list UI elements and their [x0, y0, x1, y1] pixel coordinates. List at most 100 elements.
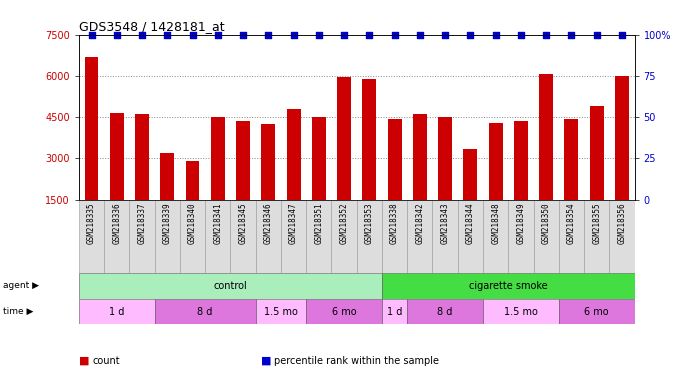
- Bar: [382, 273, 635, 299]
- Point: [490, 31, 501, 38]
- Point: [339, 31, 350, 38]
- Text: GSM218349: GSM218349: [517, 202, 525, 243]
- Text: GSM218342: GSM218342: [415, 202, 425, 243]
- Text: 6 mo: 6 mo: [332, 307, 357, 317]
- Bar: [161, 153, 174, 200]
- Bar: [84, 56, 99, 200]
- Bar: [110, 113, 123, 200]
- Text: agent ▶: agent ▶: [3, 281, 39, 290]
- Bar: [130, 200, 154, 273]
- Text: 6 mo: 6 mo: [584, 307, 609, 317]
- Text: 8 d: 8 d: [438, 307, 453, 317]
- Text: GSM218351: GSM218351: [314, 202, 323, 243]
- Text: GSM218340: GSM218340: [188, 202, 197, 243]
- Bar: [154, 299, 256, 324]
- Point: [187, 31, 198, 38]
- Bar: [438, 117, 452, 200]
- Bar: [534, 200, 559, 273]
- Bar: [584, 200, 609, 273]
- Point: [465, 31, 476, 38]
- Bar: [407, 200, 432, 273]
- Text: cigarette smoke: cigarette smoke: [469, 281, 547, 291]
- Bar: [287, 109, 300, 200]
- Bar: [388, 119, 401, 200]
- Text: 1.5 mo: 1.5 mo: [264, 307, 298, 317]
- Point: [414, 31, 425, 38]
- Point: [617, 31, 628, 38]
- Text: ■: ■: [261, 356, 271, 366]
- Text: GSM218339: GSM218339: [163, 202, 172, 243]
- Text: ■: ■: [79, 356, 89, 366]
- Text: 1 d: 1 d: [387, 307, 402, 317]
- Bar: [464, 149, 477, 200]
- Point: [288, 31, 299, 38]
- Bar: [407, 299, 483, 324]
- Bar: [186, 161, 200, 200]
- Bar: [565, 119, 578, 200]
- Text: GSM218338: GSM218338: [390, 202, 399, 243]
- Bar: [180, 200, 205, 273]
- Text: count: count: [93, 356, 120, 366]
- Bar: [615, 76, 629, 200]
- Text: GSM218350: GSM218350: [542, 202, 551, 243]
- Point: [162, 31, 173, 38]
- Text: GSM218336: GSM218336: [113, 202, 121, 243]
- Bar: [382, 200, 407, 273]
- Text: time ▶: time ▶: [3, 307, 34, 316]
- Bar: [514, 121, 528, 200]
- Bar: [559, 299, 635, 324]
- Bar: [458, 200, 483, 273]
- Text: GSM218347: GSM218347: [289, 202, 298, 243]
- Bar: [256, 200, 281, 273]
- Bar: [609, 200, 635, 273]
- Text: GSM218356: GSM218356: [617, 202, 626, 243]
- Bar: [104, 200, 130, 273]
- Bar: [230, 200, 256, 273]
- Bar: [312, 117, 326, 200]
- Bar: [362, 79, 377, 200]
- Bar: [337, 77, 351, 200]
- Bar: [135, 114, 149, 200]
- Point: [440, 31, 451, 38]
- Text: GDS3548 / 1428181_at: GDS3548 / 1428181_at: [79, 20, 224, 33]
- Bar: [261, 124, 275, 200]
- Point: [541, 31, 552, 38]
- Bar: [559, 200, 584, 273]
- Text: 8 d: 8 d: [198, 307, 213, 317]
- Text: control: control: [213, 281, 248, 291]
- Bar: [382, 299, 407, 324]
- Bar: [79, 299, 154, 324]
- Bar: [483, 200, 508, 273]
- Bar: [539, 74, 553, 200]
- Bar: [154, 200, 180, 273]
- Bar: [331, 200, 357, 273]
- Text: percentile rank within the sample: percentile rank within the sample: [274, 356, 440, 366]
- Text: GSM218348: GSM218348: [491, 202, 500, 243]
- Point: [591, 31, 602, 38]
- Text: GSM218345: GSM218345: [239, 202, 248, 243]
- Point: [213, 31, 224, 38]
- Point: [364, 31, 375, 38]
- Text: GSM218354: GSM218354: [567, 202, 576, 243]
- Text: GSM218337: GSM218337: [137, 202, 147, 243]
- Bar: [432, 200, 458, 273]
- Bar: [306, 299, 382, 324]
- Point: [86, 31, 97, 38]
- Bar: [590, 106, 604, 200]
- Bar: [281, 200, 306, 273]
- Point: [389, 31, 400, 38]
- Point: [237, 31, 248, 38]
- Bar: [211, 117, 225, 200]
- Bar: [79, 273, 382, 299]
- Text: 1 d: 1 d: [109, 307, 124, 317]
- Text: GSM218344: GSM218344: [466, 202, 475, 243]
- Bar: [205, 200, 230, 273]
- Point: [314, 31, 324, 38]
- Bar: [413, 114, 427, 200]
- Text: GSM218346: GSM218346: [264, 202, 273, 243]
- Bar: [256, 299, 306, 324]
- Point: [515, 31, 526, 38]
- Point: [111, 31, 122, 38]
- Point: [137, 31, 147, 38]
- Point: [566, 31, 577, 38]
